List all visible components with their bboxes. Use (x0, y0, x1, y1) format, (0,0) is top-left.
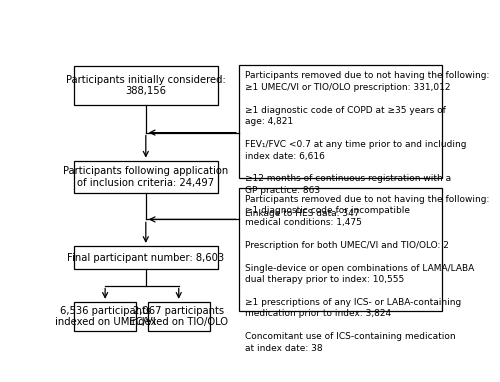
FancyBboxPatch shape (74, 302, 136, 331)
Text: Final participant number: 8,603: Final participant number: 8,603 (67, 253, 224, 262)
FancyBboxPatch shape (74, 160, 218, 193)
Text: 6,536 participants
indexed on UMEC/VI: 6,536 participants indexed on UMEC/VI (55, 306, 156, 327)
FancyBboxPatch shape (74, 246, 218, 269)
FancyBboxPatch shape (148, 302, 210, 331)
Text: Participants initially considered:
388,156: Participants initially considered: 388,1… (66, 75, 226, 96)
Text: Participants removed due to not having the following:
≥1 diagnostic code for inc: Participants removed due to not having t… (244, 195, 489, 353)
FancyBboxPatch shape (239, 188, 442, 311)
FancyBboxPatch shape (239, 65, 442, 178)
Text: 2,067 participants
indexed on TIO/OLO: 2,067 participants indexed on TIO/OLO (129, 306, 228, 327)
Text: Participants following application
of inclusion criteria: 24,497: Participants following application of in… (63, 166, 228, 188)
FancyBboxPatch shape (74, 66, 218, 105)
Text: Participants removed due to not having the following:
≥1 UMEC/VI or TIO/OLO pres: Participants removed due to not having t… (244, 71, 489, 218)
